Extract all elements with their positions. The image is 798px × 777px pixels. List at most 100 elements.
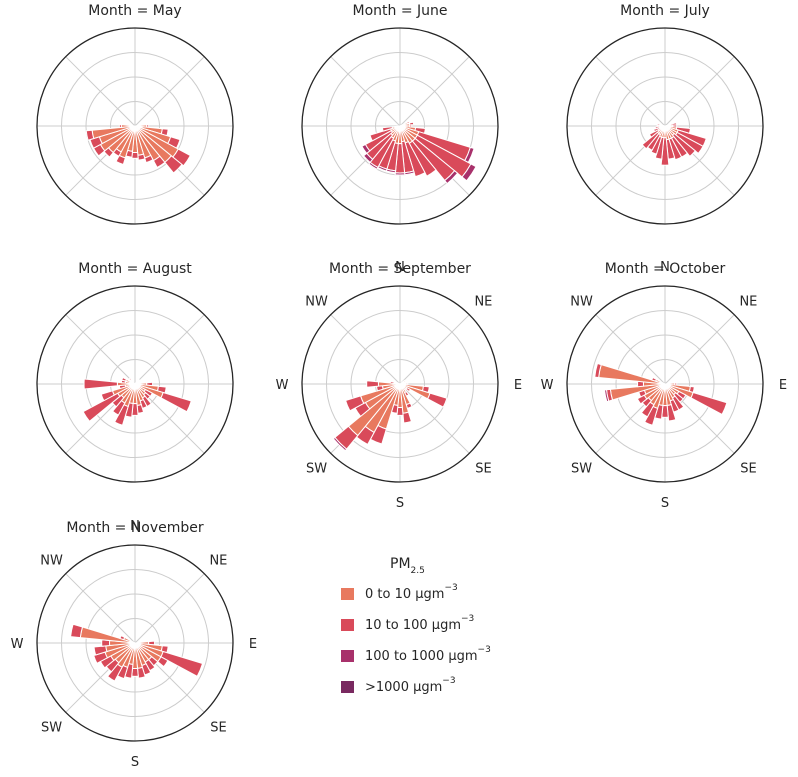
panel-2: Month = June bbox=[301, 3, 499, 225]
rose-wedge bbox=[137, 380, 142, 384]
outer-circle bbox=[36, 544, 234, 742]
legend-swatch bbox=[341, 681, 354, 693]
panel-3: Month = July bbox=[566, 3, 764, 225]
panel-title: Month = August bbox=[78, 261, 192, 277]
rose-wedge bbox=[594, 362, 602, 379]
legend-label: >1000 μgm−3 bbox=[365, 676, 456, 695]
direction-label: SW bbox=[571, 461, 592, 476]
direction-label: SE bbox=[475, 461, 491, 476]
rose-wedge bbox=[461, 163, 477, 182]
rose-wedge bbox=[394, 172, 406, 176]
rose-wedge bbox=[128, 377, 132, 381]
direction-label: SW bbox=[41, 720, 62, 735]
panel-title: Month = September bbox=[329, 261, 471, 277]
grid-spoke bbox=[134, 56, 205, 127]
rose-wedge bbox=[85, 129, 95, 141]
legend-title: PM2.5 bbox=[390, 556, 425, 576]
grid-spoke bbox=[399, 314, 470, 385]
rose-wedge bbox=[160, 650, 204, 677]
outer-circle bbox=[301, 27, 499, 225]
rose-wedge bbox=[136, 378, 141, 383]
legend-title-subscript: 2.5 bbox=[411, 566, 425, 576]
rose-wedge bbox=[137, 153, 146, 161]
outer-circle bbox=[566, 285, 764, 483]
outer-circle bbox=[36, 285, 234, 483]
direction-label: NW bbox=[570, 295, 593, 310]
direction-label: NW bbox=[305, 295, 328, 310]
direction-label: W bbox=[541, 378, 554, 393]
rose-wedge bbox=[119, 634, 126, 641]
panel-title: Month = July bbox=[620, 3, 710, 19]
rose-wedge bbox=[389, 380, 395, 384]
grid-spoke bbox=[664, 314, 735, 385]
grid-spoke bbox=[65, 314, 136, 385]
direction-label: W bbox=[11, 637, 24, 652]
direction-label: SW bbox=[306, 461, 327, 476]
rose-wedge bbox=[402, 379, 406, 383]
grid-spoke bbox=[399, 383, 470, 454]
direction-label: NE bbox=[474, 295, 492, 310]
direction-label: E bbox=[249, 637, 257, 652]
rose-wedge bbox=[444, 170, 459, 185]
legend-label: 10 to 100 μgm−3 bbox=[365, 614, 474, 633]
grid-spoke bbox=[65, 573, 136, 644]
rose-wedge bbox=[160, 391, 192, 413]
rose-wedge bbox=[402, 411, 413, 424]
panel-4: Month = August bbox=[36, 261, 234, 483]
direction-label: N bbox=[395, 260, 405, 275]
grid-spoke bbox=[595, 56, 666, 127]
grid-spoke bbox=[65, 56, 136, 127]
direction-label: W bbox=[276, 378, 289, 393]
rose-wedge bbox=[426, 392, 448, 408]
direction-label: N bbox=[660, 260, 670, 275]
direction-label: S bbox=[661, 496, 669, 511]
legend-swatch bbox=[341, 619, 354, 631]
panel-title: Month = November bbox=[66, 520, 204, 536]
direction-label: SE bbox=[740, 461, 756, 476]
rose-wedge bbox=[83, 378, 118, 390]
legend-label: 100 to 1000 μgm−3 bbox=[365, 645, 491, 664]
rose-wedge bbox=[121, 376, 128, 382]
legend-swatch bbox=[341, 650, 354, 662]
direction-label: S bbox=[131, 755, 139, 770]
grid-spoke bbox=[664, 56, 735, 127]
rose-wedge bbox=[366, 380, 380, 388]
rose-wedge bbox=[361, 143, 371, 155]
panel-title: Month = October bbox=[605, 261, 726, 277]
grid-spoke bbox=[134, 573, 205, 644]
rose-wedge bbox=[651, 376, 658, 382]
outer-circle bbox=[301, 285, 499, 483]
grid-spoke bbox=[399, 56, 470, 127]
grid-spoke bbox=[330, 314, 401, 385]
direction-label: E bbox=[779, 378, 787, 393]
legend: PM2.5 0 to 10 μgm−3 10 to 100 μgm−3 100 to … bbox=[341, 556, 491, 695]
panel-title: Month = June bbox=[353, 3, 448, 19]
rose-wedge bbox=[690, 391, 728, 416]
panel-1: Month = May bbox=[36, 3, 234, 225]
legend-label: 0 to 10 μgm−3 bbox=[365, 583, 458, 602]
rose-wedge bbox=[152, 155, 166, 169]
panel-title: Month = May bbox=[88, 3, 181, 19]
rose-wedge bbox=[118, 123, 122, 129]
grid-spoke bbox=[134, 314, 205, 385]
grid-spoke bbox=[330, 56, 401, 127]
rose-wedge bbox=[656, 123, 662, 127]
legend-swatch bbox=[341, 588, 354, 600]
rose-wedge bbox=[100, 390, 115, 402]
rose-wedge bbox=[603, 389, 610, 403]
rose-wedge bbox=[344, 395, 365, 412]
rose-wedge bbox=[381, 126, 394, 132]
grid-spoke bbox=[595, 314, 666, 385]
direction-label: E bbox=[514, 378, 522, 393]
direction-label: NE bbox=[209, 554, 227, 569]
direction-label: N bbox=[130, 519, 140, 534]
outer-circle bbox=[566, 27, 764, 225]
direction-label: NW bbox=[40, 554, 63, 569]
outer-circle bbox=[36, 27, 234, 225]
direction-label: NE bbox=[739, 295, 757, 310]
direction-label: S bbox=[396, 496, 404, 511]
